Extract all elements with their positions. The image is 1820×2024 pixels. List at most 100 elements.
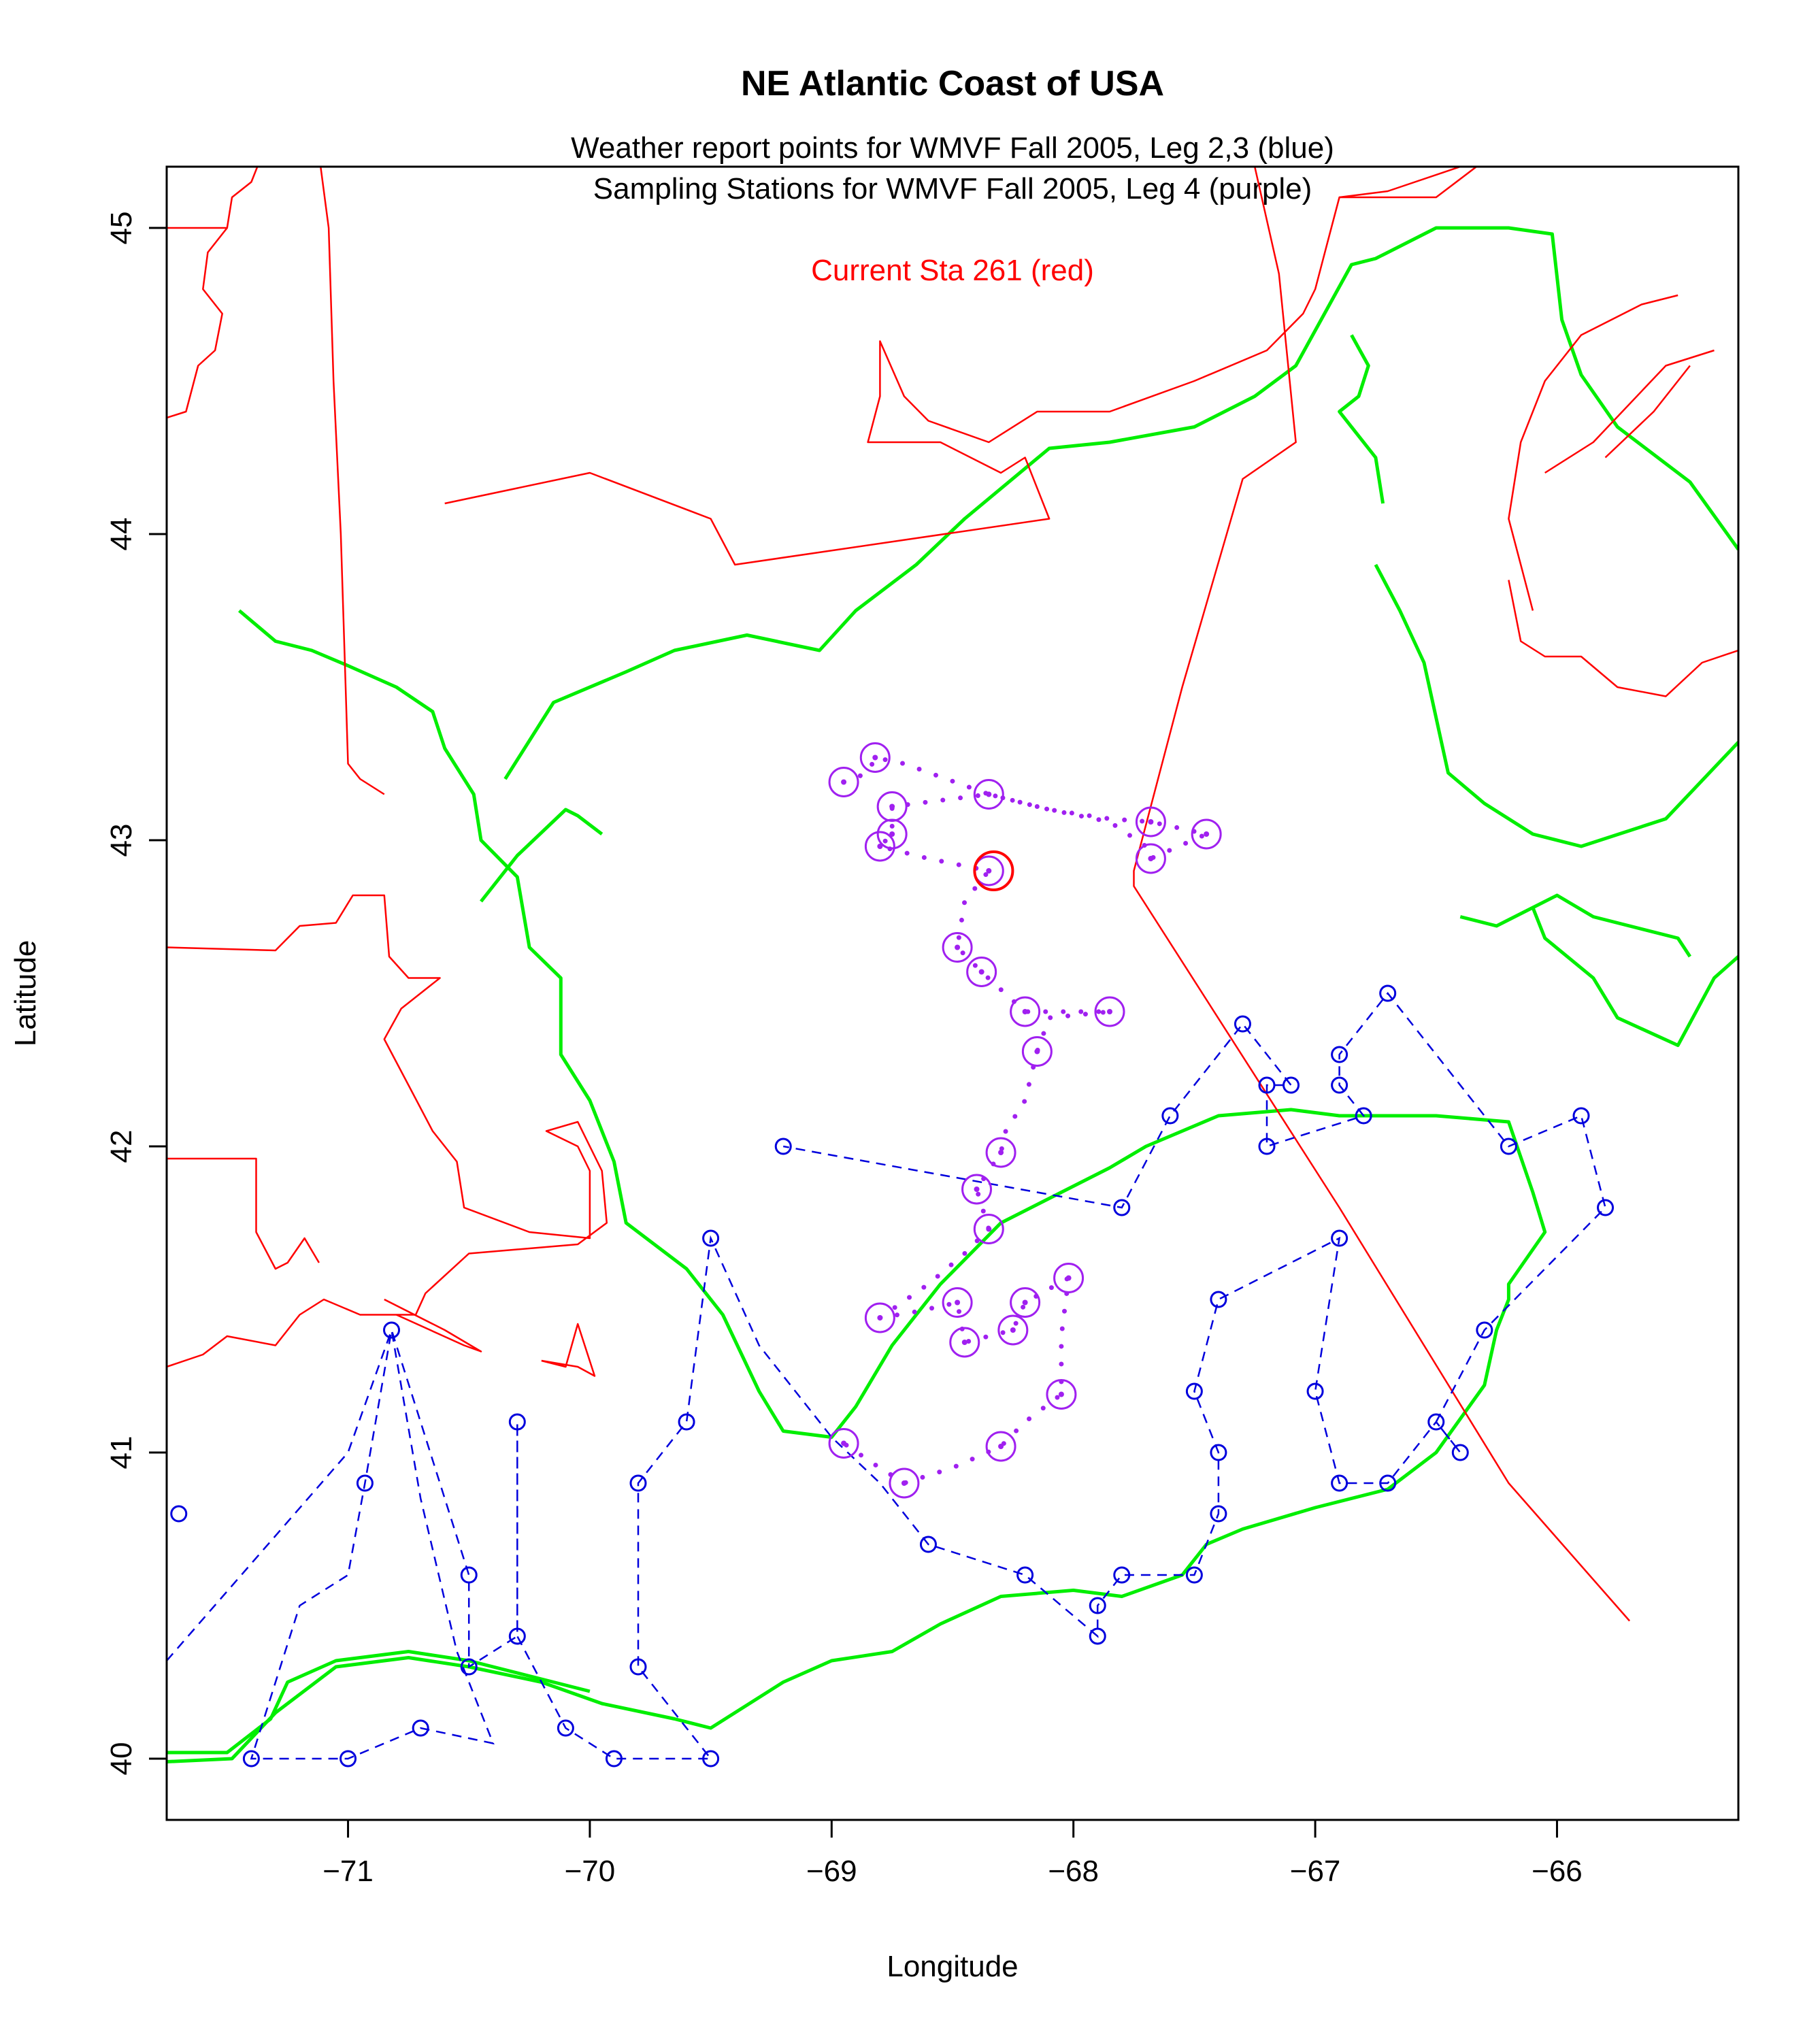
- sampling-station-dot: [1034, 1048, 1040, 1055]
- weather-point: [340, 1750, 357, 1768]
- x-tick-label: −68: [1048, 1855, 1099, 1888]
- x-axis-label: Longitude: [887, 1950, 1018, 1983]
- sampling-station-dot: [872, 754, 878, 761]
- sampling-station-dot: [901, 1480, 907, 1486]
- sampling-stations-layer: [828, 742, 1222, 1499]
- coastline: [384, 1298, 482, 1353]
- weather-point: [629, 1658, 647, 1676]
- weather-point: [1331, 1474, 1349, 1492]
- sampling-station: [961, 1174, 993, 1205]
- weather-point: [1306, 1382, 1324, 1400]
- sampling-station-dot: [877, 844, 883, 849]
- y-tick-label: 40: [105, 1742, 138, 1776]
- y-tick-label: 43: [105, 824, 138, 857]
- sampling-station-dot: [1058, 1391, 1064, 1397]
- weather-point: [1185, 1566, 1203, 1584]
- coastline: [167, 894, 608, 1368]
- sampling-station-dot: [841, 779, 847, 785]
- sampling-station-dot: [1022, 1299, 1028, 1306]
- coastline: [167, 167, 259, 229]
- sampling-station-dot: [955, 1299, 961, 1306]
- coastline: [1339, 167, 1478, 199]
- sampling-station: [889, 1467, 920, 1499]
- weather-point: [1500, 1138, 1517, 1155]
- coastline: [167, 1157, 320, 1270]
- sampling-station-dot: [955, 944, 961, 950]
- weather-point: [460, 1566, 478, 1584]
- weather-point: [1161, 1107, 1179, 1125]
- weather-point: [1089, 1627, 1106, 1645]
- weather-point: [1089, 1597, 1106, 1614]
- weather-point: [1210, 1291, 1227, 1308]
- sampling-station: [942, 932, 973, 963]
- x-axis: −71 −70 −69 −68 −67 −66: [322, 1819, 1583, 1888]
- depth-contour-layer: [167, 226, 1738, 1763]
- weather-point: [1283, 1076, 1300, 1094]
- weather-point: [1597, 1199, 1615, 1216]
- depth-contour-line: [167, 609, 1547, 1763]
- sampling-station-dot: [978, 969, 985, 975]
- sampling-station: [1135, 843, 1166, 874]
- weather-points-layer: [167, 984, 1615, 1768]
- weather-point: [1210, 1444, 1227, 1461]
- weather-point: [702, 1229, 720, 1247]
- sampling-station: [949, 1327, 980, 1358]
- sampling-station-dot: [1107, 1009, 1112, 1014]
- sampling-station: [1135, 806, 1166, 837]
- sampling-station: [966, 957, 997, 987]
- sampling-station-dot: [841, 1440, 847, 1446]
- weather-point: [919, 1536, 937, 1553]
- depth-contour-line: [1338, 334, 1385, 504]
- weather-point: [1476, 1321, 1493, 1339]
- y-tick-label: 44: [105, 518, 138, 551]
- weather-track-line: [167, 991, 1606, 1760]
- chart-title: NE Atlantic Coast of USA: [741, 64, 1164, 103]
- coastline: [1508, 580, 1738, 697]
- sampling-station: [864, 1302, 895, 1333]
- weather-point: [557, 1719, 574, 1737]
- sampling-station: [985, 1431, 1016, 1462]
- x-tick-label: −71: [322, 1855, 374, 1888]
- x-tick-label: −69: [806, 1855, 857, 1888]
- sampling-station: [973, 1214, 1004, 1244]
- sampling-station-dot: [1010, 1327, 1016, 1333]
- sampling-station-dot: [1022, 1009, 1028, 1014]
- weather-point: [508, 1413, 526, 1431]
- weather-point: [1113, 1199, 1131, 1216]
- weather-point: [508, 1627, 526, 1645]
- chart-subtitle-2: Sampling Stations for WMVF Fall 2005, Le…: [593, 172, 1312, 205]
- depth-contour-line: [480, 808, 603, 903]
- sampling-station-dot: [998, 1150, 1004, 1155]
- sampling-station: [828, 1428, 859, 1459]
- sampling-station-dot: [1204, 831, 1210, 837]
- sampling-station: [985, 1137, 1016, 1168]
- weather-point: [1258, 1076, 1276, 1094]
- weather-point: [629, 1474, 647, 1492]
- weather-point: [1258, 1138, 1276, 1155]
- current-station-label: Current Sta 261 (red): [811, 254, 1094, 287]
- x-tick-label: −70: [565, 1855, 616, 1888]
- border-line: [1133, 167, 1631, 1622]
- weather-point: [605, 1750, 623, 1768]
- y-tick-label: 42: [105, 1130, 138, 1163]
- sampling-station-dot: [877, 1315, 883, 1321]
- sampling-station: [1094, 996, 1125, 1027]
- weather-point: [1379, 984, 1397, 1002]
- depth-contour-line: [1459, 893, 1691, 958]
- weather-point: [1016, 1566, 1034, 1584]
- sampling-station-dot: [986, 1226, 992, 1232]
- weather-point: [460, 1658, 478, 1676]
- weather-point: [1572, 1107, 1590, 1125]
- weather-point: [383, 1321, 401, 1339]
- sampling-station-dot: [889, 803, 895, 810]
- weather-point: [170, 1505, 188, 1523]
- sampling-track-dots: [841, 754, 1214, 1486]
- sampling-station: [1010, 996, 1041, 1027]
- sampling-station-dot: [998, 1444, 1004, 1449]
- sampling-station-dot: [1065, 1275, 1072, 1281]
- sampling-station: [1046, 1379, 1077, 1410]
- coastline: [319, 167, 385, 795]
- sampling-station-dot: [961, 1340, 967, 1345]
- weather-point: [1427, 1413, 1445, 1431]
- depth-contour-line: [503, 226, 1738, 780]
